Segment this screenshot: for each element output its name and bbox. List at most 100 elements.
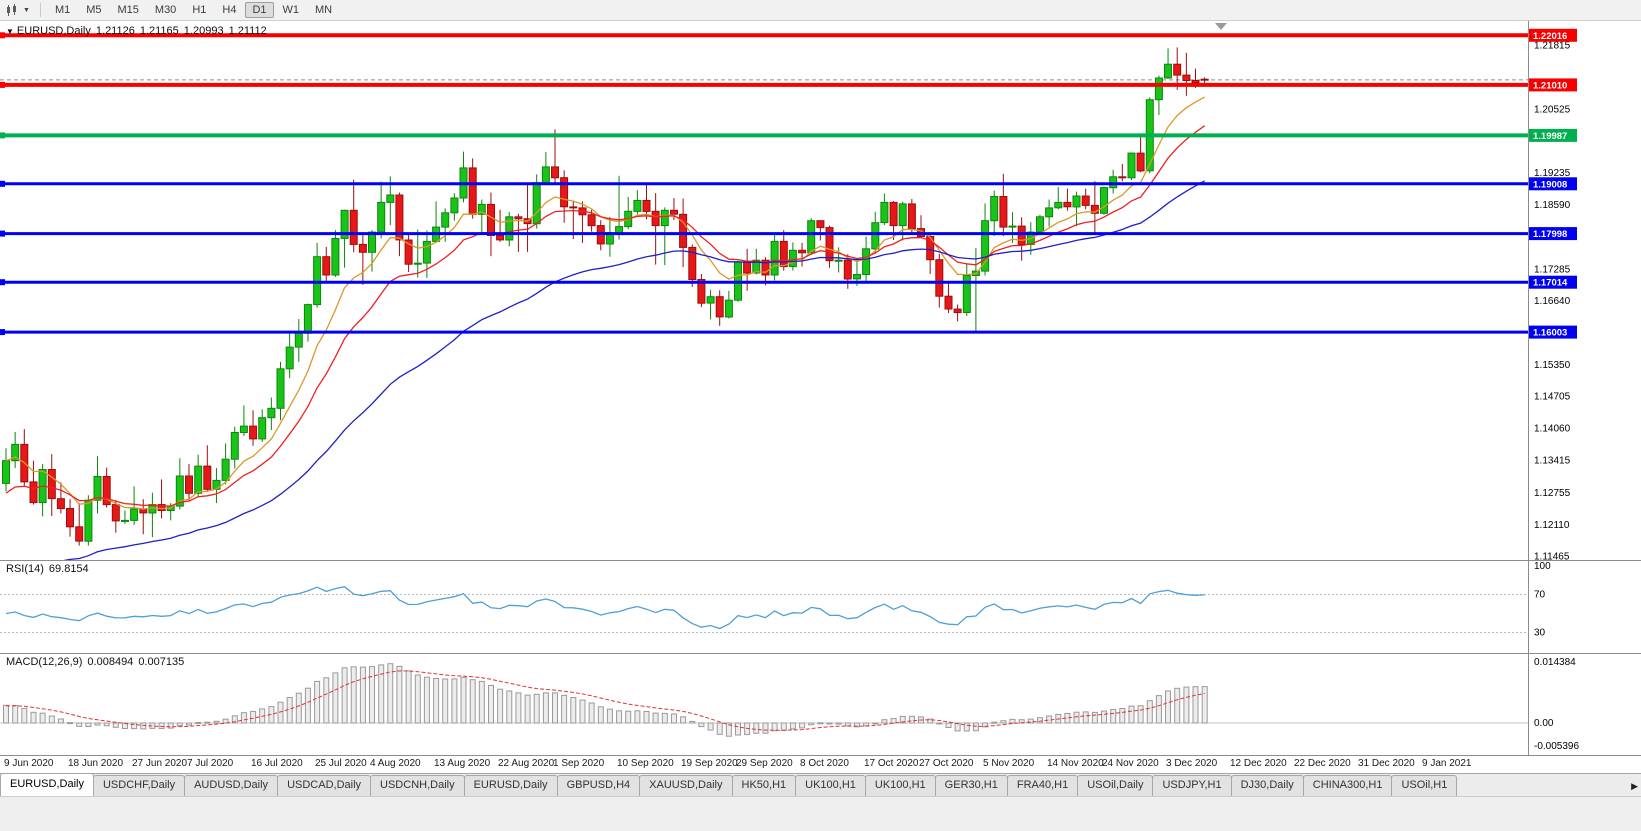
chart-tab-hk50-h1[interactable]: HK50,H1 <box>731 775 797 797</box>
time-axis-label: 13 Aug 2020 <box>434 758 491 769</box>
horizontal-line-1.21010[interactable] <box>0 81 1528 88</box>
price-axis-label: 1.14705 <box>1534 392 1571 403</box>
chart-tab-uk100-h1[interactable]: UK100,H1 <box>864 775 936 797</box>
price-axis-label: 1.16640 <box>1534 296 1571 307</box>
horizontal-line-1.22016[interactable] <box>0 32 1528 39</box>
ohlc-high-value: 1.21165 <box>139 25 179 37</box>
chart-tab-ger30-h1[interactable]: GER30,H1 <box>934 775 1008 797</box>
price-axis-label: 1.17285 <box>1534 264 1571 275</box>
chart-tab-xauusd-daily[interactable]: XAUUSD,Daily <box>639 775 733 797</box>
timeframe-button-m15[interactable]: M15 <box>117 4 139 16</box>
chart-tab-usdjpy-h1[interactable]: USDJPY,H1 <box>1152 775 1232 797</box>
candlestick-series <box>2 47 1209 546</box>
horizontal-line-1.19987[interactable] <box>0 132 1528 139</box>
chart-symbol-label: EURUSD,Daily <box>16 25 91 37</box>
chart-tab-uk100-h1[interactable]: UK100,H1 <box>795 775 866 797</box>
time-axis-label: 22 Aug 2020 <box>498 758 555 769</box>
timeframe-button-mn[interactable]: MN <box>315 4 333 16</box>
main-chart-panel[interactable]: 1.21815 1.20525 1.19235 1.18590 1.17285 1.166… <box>0 20 1641 560</box>
macd-indicator-header: MACD(12,26,9) 0.008494 0.007135 <box>6 656 184 668</box>
price-axis[interactable]: 1.21815 1.20525 1.19235 1.18590 1.17285 1.166… <box>1534 41 1571 560</box>
timeframe-button-m1[interactable]: M1 <box>54 4 71 16</box>
chart-tab-audusd-daily[interactable]: AUDUSD,Daily <box>184 775 279 797</box>
chart-tabs-bar: EURUSD,Daily USDCHF,Daily AUDUSD,Daily USDC… <box>0 773 1641 797</box>
price-tag-1.22016: 1.22016 <box>1529 28 1577 42</box>
svg-text:1.21010: 1.21010 <box>1533 80 1567 91</box>
svg-text:1.17014: 1.17014 <box>1533 278 1568 289</box>
macd-axis-label: -0.005396 <box>1534 741 1579 752</box>
time-axis-label: 18 Jun 2020 <box>68 758 124 769</box>
rsi-panel[interactable]: 100 70 30 <box>0 560 1641 653</box>
time-axis-label: 24 Nov 2020 <box>1102 758 1159 769</box>
chart-tab-china300-h1[interactable]: CHINA300,H1 <box>1302 775 1393 797</box>
time-axis-label: 1 Sep 2020 <box>553 758 605 769</box>
price-axis-label: 1.14060 <box>1534 424 1571 435</box>
tab-scroll-right-icon[interactable]: ▶ <box>1631 781 1638 791</box>
rsi-indicator-name: RSI(14) <box>6 563 44 575</box>
ma-mid-red-line <box>5 125 1206 507</box>
chart-type-dropdown-icon[interactable]: ▼ <box>23 6 30 14</box>
price-axis-label: 1.21815 <box>1534 41 1571 52</box>
time-axis-label: 17 Oct 2020 <box>864 758 919 769</box>
chart-tab-usdcad-daily[interactable]: USDCAD,Daily <box>277 775 372 797</box>
svg-text:1.16003: 1.16003 <box>1533 328 1567 339</box>
macd-panel[interactable]: 0.014384 0.00 -0.005396 <box>0 653 1641 755</box>
chart-symbol-dropdown-icon[interactable]: ▼ <box>6 27 14 36</box>
time-axis-label: 9 Jun 2020 <box>4 758 54 769</box>
chart-tab-usdchf-daily[interactable]: USDCHF,Daily <box>92 775 186 797</box>
macd-indicator-name: MACD(12,26,9) <box>6 656 83 668</box>
chart-tabs: EURUSD,Daily USDCHF,Daily AUDUSD,Daily USDC… <box>0 774 1641 797</box>
time-axis-label: 22 Dec 2020 <box>1294 758 1351 769</box>
horizontal-line-1.16003[interactable] <box>0 329 1528 336</box>
ohlc-close-value: 1.21112 <box>228 25 267 37</box>
chart-shift-marker[interactable] <box>1215 23 1227 30</box>
horizontal-line-1.17998[interactable] <box>0 230 1528 237</box>
chart-tab-gbpusd-h4[interactable]: GBPUSD,H4 <box>556 775 641 797</box>
time-axis[interactable]: 9 Jun 2020 18 Jun 2020 27 Jun 2020 7 Jul 20… <box>0 755 1641 774</box>
macd-signal-value: 0.007135 <box>138 656 185 668</box>
price-tag-1.19987: 1.19987 <box>1529 128 1577 142</box>
timeframe-button-h4[interactable]: H4 <box>222 4 237 16</box>
chart-workspace: 1.21815 1.20525 1.19235 1.18590 1.17285 1.166… <box>0 20 1641 755</box>
chart-tab-usoil-h1[interactable]: USOil,H1 <box>1391 775 1458 797</box>
price-axis-label: 1.18590 <box>1534 200 1571 211</box>
macd-main-value: 0.008494 <box>87 656 134 668</box>
time-axis-label: 5 Nov 2020 <box>983 758 1035 769</box>
horizontal-line-1.19008[interactable] <box>0 180 1528 187</box>
rsi-axis-label: 100 <box>1534 561 1551 572</box>
svg-text:1.19008: 1.19008 <box>1533 179 1567 190</box>
timeframe-button-d1[interactable]: D1 <box>245 2 274 18</box>
price-tag-1.17014: 1.17014 <box>1529 275 1577 289</box>
time-axis-label: 10 Sep 2020 <box>617 758 674 769</box>
toolbar: ▼ M1 M5 M15 M30 H1 H4 D1 W1 MN <box>0 0 1641 21</box>
time-axis-label: 31 Dec 2020 <box>1358 758 1415 769</box>
chart-tab-dj30-daily[interactable]: DJ30,Daily <box>1230 775 1304 797</box>
timeframe-button-m30[interactable]: M30 <box>154 4 177 16</box>
timeframe-button-h1[interactable]: H1 <box>192 4 207 16</box>
price-tag-1.19008: 1.19008 <box>1529 177 1577 191</box>
macd-axis-label: 0.014384 <box>1534 657 1576 668</box>
rsi-indicator-value: 69.8154 <box>48 563 89 575</box>
time-axis-label: 16 Jul 2020 <box>251 758 303 769</box>
chart-tab-eurusd-daily[interactable]: EURUSD,Daily <box>0 774 94 797</box>
price-tag-1.16003: 1.16003 <box>1529 325 1577 339</box>
chart-tab-usdcnh-daily[interactable]: USDCNH,Daily <box>370 775 465 797</box>
rsi-indicator-header: RSI(14) 69.8154 <box>6 563 89 575</box>
price-axis-label: 1.15350 <box>1534 360 1571 371</box>
horizontal-line-1.17014[interactable] <box>0 279 1528 286</box>
chart-tab-usoil-daily[interactable]: USOil,Daily <box>1077 775 1154 797</box>
timeframe-button-m5[interactable]: M5 <box>86 4 102 16</box>
time-axis-label: 27 Jun 2020 <box>132 758 188 769</box>
macd-signal-line <box>5 670 1205 731</box>
time-axis-label: 14 Nov 2020 <box>1047 758 1104 769</box>
price-tag-1.21010: 1.21010 <box>1529 78 1577 92</box>
ma-slow-blue-line <box>63 180 1206 560</box>
price-axis-label: 1.20525 <box>1534 104 1571 115</box>
chart-tab-eurusd-daily[interactable]: EURUSD,Daily <box>463 775 558 797</box>
price-axis-label: 1.11465 <box>1534 552 1570 560</box>
candlestick-chart-icon[interactable] <box>3 3 22 17</box>
timeframe-button-w1[interactable]: W1 <box>282 4 300 16</box>
chart-tab-fra40-h1[interactable]: FRA40,H1 <box>1006 775 1079 797</box>
toolbar-separator <box>39 3 41 17</box>
